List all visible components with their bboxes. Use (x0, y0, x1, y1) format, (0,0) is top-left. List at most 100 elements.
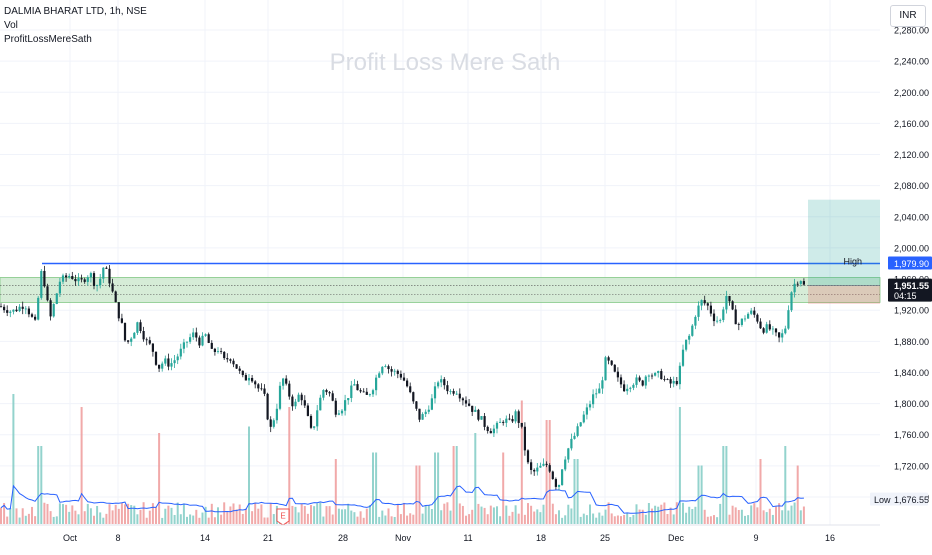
candle-body (396, 370, 399, 374)
candle-body (46, 286, 49, 301)
volume-bar (9, 507, 12, 524)
candle-body (257, 384, 260, 389)
price-tick-label: 2,280.00 (894, 26, 929, 36)
time-axis[interactable]: Oct 8 14 21 28 Nov 11 18 25 Dec 9 16 (0, 524, 880, 543)
volume-bar (775, 506, 777, 524)
candle-body (12, 309, 15, 312)
candle-body (83, 279, 86, 282)
volume-bar (344, 509, 347, 524)
candle-body (657, 371, 660, 374)
candle-body (288, 383, 291, 397)
volume-bar (598, 512, 601, 524)
volume-bar (709, 516, 712, 524)
candle-body (613, 364, 616, 372)
candle-body (675, 380, 678, 385)
volume-bar (238, 504, 241, 524)
candle-body (477, 409, 480, 420)
candle-body (433, 386, 437, 399)
candle-body (638, 377, 641, 381)
volume-bar (319, 502, 322, 524)
volume-bar (179, 514, 182, 524)
candle-body (291, 396, 294, 407)
chart-watermark: Profit Loss Mere Sath (330, 49, 561, 76)
candle-body (765, 324, 768, 333)
price-levels: E (42, 199, 880, 526)
candle-body (750, 310, 753, 314)
currency-button[interactable]: INR (890, 5, 926, 27)
volume-bar (737, 510, 740, 524)
volume-bar (778, 503, 781, 524)
candle-body (89, 273, 92, 278)
volume-bar (635, 504, 638, 524)
candle-body (694, 316, 697, 326)
volume-bar (49, 511, 52, 524)
candle-body (120, 318, 123, 323)
candle-body (68, 275, 71, 278)
volume-bar (539, 512, 542, 524)
candle-body (719, 320, 722, 321)
volume-bar (77, 514, 80, 524)
candle-body (9, 311, 12, 313)
volume-bar (148, 510, 151, 524)
candle-body (285, 378, 288, 384)
candle-body (449, 391, 452, 392)
candle-body (743, 318, 747, 320)
volume-bar (248, 426, 250, 524)
volume-bar (58, 503, 61, 524)
candle-body (650, 375, 654, 377)
candle-body (192, 332, 195, 338)
volume-bar (55, 516, 58, 524)
candle-body (502, 421, 505, 423)
candle-body (368, 394, 371, 396)
volume-bar (43, 502, 46, 524)
volume-bar (616, 515, 619, 524)
candle-body (195, 332, 198, 338)
candle-body (393, 370, 396, 372)
volume-bar (210, 503, 213, 524)
price-tick-label: 2,000.00 (894, 243, 929, 253)
price-tick-label: 2,080.00 (894, 181, 929, 191)
candle-body (486, 426, 489, 432)
symbol-title[interactable]: DALMIA BHARAT LTD, 1h, NSE (4, 6, 147, 17)
volume-bar (114, 504, 117, 524)
time-tick-label: Oct (63, 533, 78, 543)
volume-bar (589, 504, 591, 524)
volume-bar (142, 502, 145, 524)
candle-body (303, 400, 306, 406)
candle-body (182, 342, 185, 349)
volume-bar (37, 446, 40, 524)
volume-bar (443, 503, 446, 524)
volume-bar (65, 504, 68, 524)
candle-body (216, 351, 220, 352)
volume-bar (802, 506, 805, 524)
candle-body (734, 309, 737, 325)
volume-bar (452, 446, 455, 524)
volume-bar (31, 506, 33, 524)
candle-body (189, 337, 192, 342)
candle-body (737, 324, 740, 325)
candle-body (319, 397, 322, 411)
volume-bar (269, 503, 272, 524)
axis-price-labels: High1,982.951,979.901,951.5504:15Low1,67… (843, 256, 932, 506)
candle-body (601, 380, 604, 389)
candle-body (43, 270, 46, 287)
candle-body (21, 306, 24, 309)
candle-body (223, 351, 226, 359)
volume-bar (527, 503, 529, 524)
volume-bar (691, 509, 694, 524)
volume-indicator-label[interactable]: Vol (4, 20, 18, 31)
candle-body (440, 379, 443, 383)
candle-body (161, 363, 164, 369)
candle-body (641, 380, 644, 386)
volume-bar (130, 505, 133, 524)
profitlossmeresath-indicator-label[interactable]: ProfitLossMereSath (4, 34, 92, 45)
candle-body (399, 373, 402, 378)
volume-bar (229, 506, 232, 524)
candle-body (3, 306, 6, 311)
candle-body (647, 375, 650, 377)
candle-body (530, 462, 533, 470)
candle-body (536, 467, 539, 472)
candle-body (344, 400, 347, 411)
